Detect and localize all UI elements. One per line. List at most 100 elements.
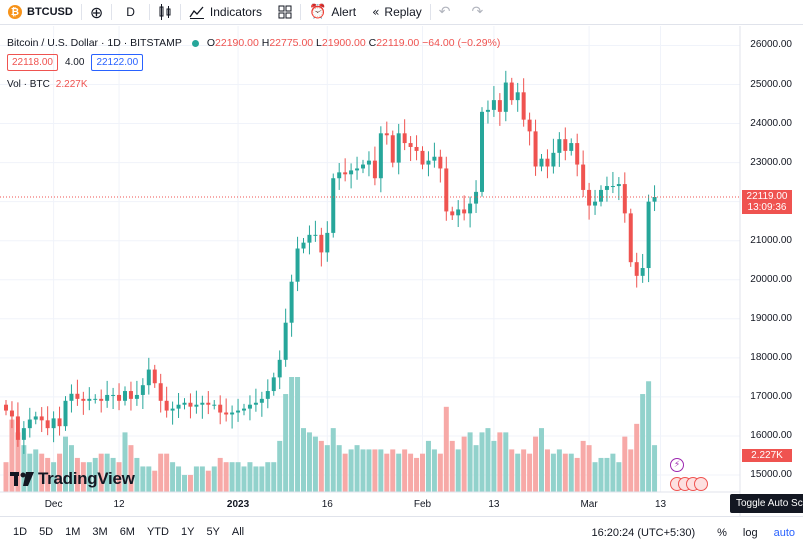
volume-bar [449,440,455,492]
alert-button[interactable]: ⏰ Alert [301,0,364,25]
redo-button[interactable]: ↷ [464,0,497,25]
candle-body [27,419,32,429]
undo-button[interactable]: ↶ [431,0,464,25]
candle-body [188,402,193,407]
volume-bar [467,432,473,492]
volume-bar [176,466,182,492]
price-tick-label: 16000.00 [750,429,792,441]
volume-bar [193,466,199,492]
candle-body [123,391,127,401]
volume-bar [134,457,140,492]
volume-bar [354,445,360,492]
buy-button[interactable]: 22122.00 [91,54,144,71]
volume-bar [402,449,408,492]
indicators-label: Indicators [209,5,262,19]
indicators-button[interactable]: Indicators [181,0,270,25]
volume-bar [39,453,45,492]
candle-body [587,189,592,206]
candle-body [93,398,98,400]
candle-body [474,191,479,204]
candle-body [4,404,8,411]
volume-bar [485,428,491,492]
volume-bar [610,453,616,492]
volume-bar [152,470,158,492]
range-button-6m[interactable]: 6M [119,526,135,538]
time-tick-label: Dec [44,499,63,510]
volume-bar [158,453,164,492]
economic-event-icon[interactable] [694,477,708,491]
volume-bar [33,449,39,492]
candle-body [509,82,514,101]
candle-body [515,92,520,101]
volume-bar [271,462,277,492]
candle-body [497,100,502,112]
layouts-button[interactable] [270,0,300,25]
candle-body [63,400,68,427]
volume-bar [509,449,515,492]
bitcoin-icon: ₿ [8,5,22,19]
price-chart[interactable] [0,0,803,516]
candle-body [206,402,211,405]
range-button-1d[interactable]: 1D [13,526,28,538]
range-button-all[interactable]: All [231,526,245,538]
lightning-event-icon[interactable]: ⚡ [670,458,684,472]
low-value: 21900.00 [321,37,366,49]
range-button-5d[interactable]: 5D [39,526,54,538]
range-button-3m[interactable]: 3M [92,526,108,538]
volume-bar [336,445,342,492]
volume-bar [562,453,568,492]
range-button-1y[interactable]: 1Y [180,526,195,538]
volume-bar [646,381,652,492]
candle-body [277,359,282,378]
candle-body [301,242,306,249]
volume-bar [473,445,479,492]
volume-bar [92,457,98,492]
candle-body [444,168,449,212]
volume-bar [265,462,271,492]
sell-button[interactable]: 22118.00 [7,54,58,71]
volume-bar [431,449,437,492]
candle-body [331,178,336,233]
candle-body [616,184,621,187]
time-tick-label: 12 [113,499,125,510]
candle-body [384,133,389,136]
volume-bar [390,449,396,492]
candle-body [200,402,205,405]
volume-bar [455,449,461,492]
candle-body [194,404,199,407]
percent-scale-button[interactable]: % [717,526,727,539]
volume-tag: 2.227K [742,449,792,462]
candle-body [212,404,217,406]
volume-bar [598,457,604,492]
volume-bar [592,462,598,492]
candle-body [622,184,627,214]
volume-bar [491,440,497,492]
volume-bar [86,462,92,492]
candle-body [361,164,365,169]
range-button-1m[interactable]: 1M [65,526,81,538]
volume-bar [283,394,289,492]
clock[interactable]: 16:20:24 (UTC+5:30) [591,526,696,539]
candle-body [45,420,50,429]
volume-bar [414,457,420,492]
range-button-ytd[interactable]: YTD [146,526,169,538]
volume-bar [628,449,634,492]
volume-bar [98,453,104,492]
compare-button[interactable]: ⊕ [82,0,111,25]
auto-scale-button[interactable]: auto [773,526,795,539]
replay-button[interactable]: « Replay [364,0,430,25]
candle-body [69,393,74,401]
symbol-search[interactable]: ₿ BTCUSD [0,0,81,25]
volume-bar [3,462,9,492]
legend-title: Bitcoin / U.S. Dollar · 1D · BITSTAMP [7,37,182,49]
volume-bar [45,457,51,492]
candle-body [539,158,544,167]
log-scale-button[interactable]: log [742,526,758,539]
price-tick-label: 25000.00 [750,78,792,90]
candle-body [652,197,657,202]
volume-bar [640,394,646,492]
chart-type-button[interactable] [150,0,180,25]
volume-bar [527,453,533,492]
interval-button[interactable]: D [112,0,149,25]
range-button-5y[interactable]: 5Y [206,526,220,538]
